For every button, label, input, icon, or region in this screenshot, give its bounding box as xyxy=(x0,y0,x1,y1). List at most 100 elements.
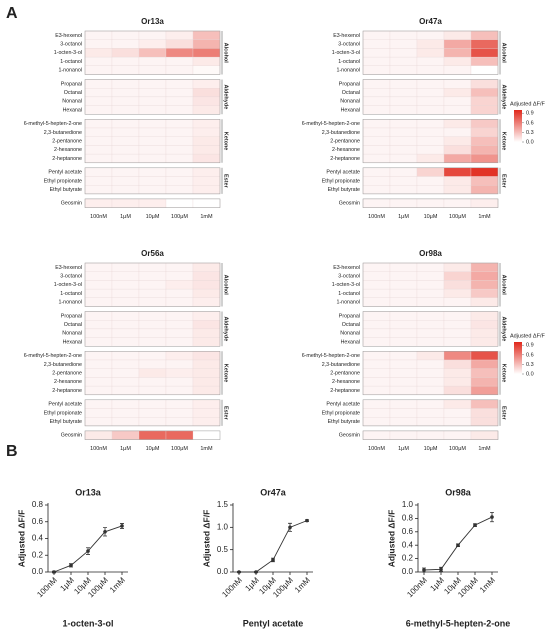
heat-cell xyxy=(362,176,391,186)
heat-cell xyxy=(138,96,167,106)
heat-cell xyxy=(84,88,113,98)
heat-cell xyxy=(362,408,391,418)
group-box xyxy=(362,79,499,115)
group-label: Alcohol xyxy=(223,275,229,296)
heat-cell xyxy=(111,79,140,89)
heat-cell xyxy=(470,328,499,338)
heat-cell xyxy=(389,320,418,330)
y-tick-label: 0.6 xyxy=(402,527,414,536)
heat-cell xyxy=(470,167,499,177)
y-tick-label: 0.0 xyxy=(32,567,44,576)
y-tick-label: 0.2 xyxy=(32,550,44,559)
panel-label: A xyxy=(6,5,18,22)
y-axis-label: Adjusted ΔF/F xyxy=(201,510,211,568)
heat-cell xyxy=(470,65,499,75)
row-label: 3-octanol xyxy=(60,41,82,47)
heat-cell xyxy=(165,311,194,321)
heat-cell xyxy=(192,79,221,89)
row-label: Geosmin xyxy=(339,201,360,207)
heat-cell xyxy=(138,79,167,89)
heat-cell xyxy=(470,408,499,418)
heat-cell xyxy=(111,288,140,298)
chart-title: Or47a xyxy=(260,487,287,497)
row-label: 1-octen-3-ol xyxy=(332,50,360,56)
heat-cell xyxy=(192,127,221,137)
heat-cell xyxy=(165,48,194,58)
heat-cell xyxy=(389,262,418,272)
row-label: Ethyl propionate xyxy=(322,178,360,184)
chart-title: Or98a xyxy=(445,487,472,497)
row-label: 2-hexanone xyxy=(54,379,82,385)
x-tick-label: 1μM xyxy=(398,446,409,452)
heat-cell xyxy=(165,176,194,186)
heat-cell xyxy=(165,145,194,155)
heat-cell xyxy=(443,88,472,98)
heat-cell xyxy=(192,311,221,321)
heat-cell xyxy=(138,297,167,307)
heat-cell xyxy=(470,320,499,330)
heat-cell xyxy=(192,377,221,387)
heat-cell xyxy=(443,377,472,387)
row-label: 1-nonanol xyxy=(58,300,82,306)
heat-cell xyxy=(362,56,391,66)
row-label: 6-methyl-5-hepten-2-one xyxy=(24,353,82,359)
heat-cell xyxy=(84,30,113,40)
y-tick-label: 0.2 xyxy=(402,554,414,563)
heat-cell xyxy=(443,145,472,155)
colorbar-tick-label: 0.3 xyxy=(526,130,534,136)
panel-label: B xyxy=(6,443,18,460)
heat-cell xyxy=(389,399,418,409)
heat-cell xyxy=(443,79,472,89)
group-label: Ester xyxy=(223,406,229,421)
heat-cell xyxy=(416,280,445,290)
heat-cell xyxy=(138,153,167,163)
heat-cell xyxy=(389,96,418,106)
heat-cell xyxy=(362,198,391,208)
row-label: Hexanal xyxy=(341,339,360,345)
row-label: 2-heptanone xyxy=(330,156,360,162)
heat-cell xyxy=(443,311,472,321)
heat-cell xyxy=(470,359,499,369)
heat-cell xyxy=(84,167,113,177)
heat-cell xyxy=(165,79,194,89)
heat-cell xyxy=(470,88,499,98)
heat-cell xyxy=(192,119,221,129)
heat-cell xyxy=(416,65,445,75)
heat-cell xyxy=(111,185,140,195)
heat-cell xyxy=(84,56,113,66)
heat-cell xyxy=(389,408,418,418)
heat-cell xyxy=(138,311,167,321)
heat-cell xyxy=(138,39,167,49)
row-label: 2,3-butanedione xyxy=(44,362,82,368)
heat-cell xyxy=(111,359,140,369)
heat-cell xyxy=(416,399,445,409)
heat-cell xyxy=(111,198,140,208)
heat-cell xyxy=(389,368,418,378)
heat-cell xyxy=(470,377,499,387)
y-tick-label: 0.8 xyxy=(402,514,414,523)
x-tick-label: 100nM xyxy=(90,214,107,220)
heat-cell xyxy=(443,153,472,163)
heat-cell xyxy=(362,271,391,281)
row-label: Hexanal xyxy=(341,107,360,113)
row-label: Nonanal xyxy=(62,99,82,105)
heat-cell xyxy=(84,153,113,163)
heat-cell xyxy=(138,65,167,75)
heat-cell xyxy=(443,167,472,177)
heat-cell xyxy=(416,368,445,378)
heat-cell xyxy=(416,430,445,440)
group-label: Ketone xyxy=(501,364,507,383)
heat-cell xyxy=(138,105,167,115)
heat-cell xyxy=(443,185,472,195)
group-box xyxy=(84,262,221,307)
heat-cell xyxy=(362,79,391,89)
heat-cell xyxy=(138,167,167,177)
group-box xyxy=(362,167,499,195)
colorbar-tick-label: 0.0 xyxy=(526,371,534,377)
heat-cell xyxy=(416,88,445,98)
row-label: Ethyl propionate xyxy=(44,178,82,184)
heat-cell xyxy=(84,136,113,146)
heat-cell xyxy=(416,271,445,281)
heat-cell xyxy=(416,337,445,347)
row-label: 2,3-butanedione xyxy=(44,130,82,136)
